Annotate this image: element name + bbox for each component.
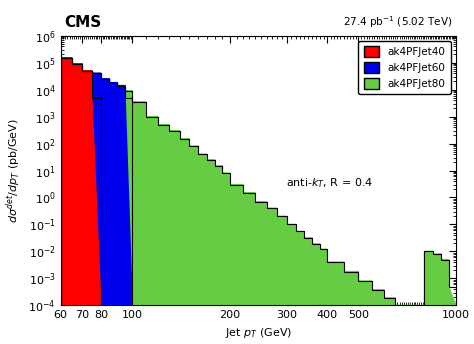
Legend: ak4PFJet40, ak4PFJet60, ak4PFJet80: ak4PFJet40, ak4PFJet60, ak4PFJet80 bbox=[358, 41, 451, 94]
X-axis label: Jet $p_{T}$ (GeV): Jet $p_{T}$ (GeV) bbox=[225, 326, 292, 340]
Text: anti-$k_{T}$, R = 0.4: anti-$k_{T}$, R = 0.4 bbox=[286, 176, 373, 190]
Polygon shape bbox=[61, 58, 132, 305]
Polygon shape bbox=[61, 58, 456, 324]
Text: 27.4 pb$^{-1}$ (5.02 TeV): 27.4 pb$^{-1}$ (5.02 TeV) bbox=[343, 14, 452, 30]
Y-axis label: $d\sigma^{det}/dp_{T}$ (pb/GeV): $d\sigma^{det}/dp_{T}$ (pb/GeV) bbox=[4, 118, 23, 223]
Text: CMS: CMS bbox=[64, 15, 102, 30]
Polygon shape bbox=[61, 58, 101, 305]
